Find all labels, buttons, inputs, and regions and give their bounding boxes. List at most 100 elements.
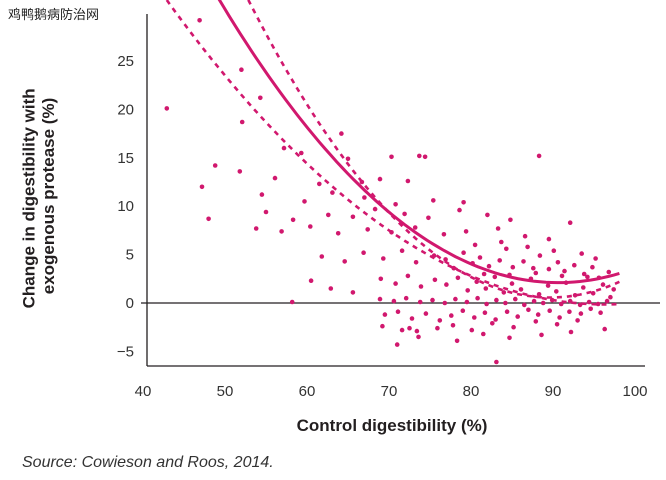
data-point xyxy=(426,215,431,221)
data-point xyxy=(417,153,422,159)
y-axis-label: Change in digestibility with exogenous p… xyxy=(20,84,59,309)
data-point xyxy=(418,284,424,289)
data-point xyxy=(377,176,383,182)
data-point xyxy=(581,271,587,277)
data-point xyxy=(328,286,334,291)
data-point xyxy=(551,248,557,253)
data-point xyxy=(378,276,384,282)
data-point xyxy=(545,283,551,288)
data-point xyxy=(435,325,440,331)
data-point xyxy=(413,260,419,265)
data-point xyxy=(484,301,489,307)
data-point xyxy=(381,256,386,261)
data-point xyxy=(600,282,606,287)
data-point xyxy=(577,302,583,308)
data-point xyxy=(212,163,218,168)
data-point xyxy=(585,274,590,280)
data-point xyxy=(470,261,475,266)
data-point xyxy=(567,220,573,225)
data-points xyxy=(164,18,616,365)
data-point xyxy=(350,214,356,220)
data-point xyxy=(598,310,603,316)
data-point xyxy=(432,277,438,283)
y-tick-label: 0 xyxy=(126,295,134,312)
data-point xyxy=(430,297,435,303)
data-point xyxy=(299,150,304,156)
data-point xyxy=(513,296,518,302)
data-point xyxy=(486,263,492,269)
data-point xyxy=(522,302,527,308)
data-point xyxy=(511,324,516,330)
data-point xyxy=(279,229,284,234)
data-point xyxy=(588,306,593,312)
data-point xyxy=(495,226,501,231)
data-point xyxy=(422,154,428,160)
data-point xyxy=(416,334,421,340)
data-point xyxy=(606,269,612,275)
data-point xyxy=(501,290,507,295)
data-point xyxy=(537,253,543,258)
data-point xyxy=(407,325,412,331)
y-tick-label: −5 xyxy=(117,343,134,360)
data-point xyxy=(453,296,458,302)
data-point xyxy=(567,298,573,304)
data-point xyxy=(389,230,394,235)
data-point xyxy=(525,244,530,250)
data-point xyxy=(549,297,555,303)
data-point xyxy=(465,288,471,293)
data-point xyxy=(546,236,552,242)
data-point xyxy=(474,279,480,285)
x-tick-label: 70 xyxy=(381,383,398,400)
data-point xyxy=(554,322,560,327)
data-point xyxy=(497,258,503,263)
data-point xyxy=(507,272,512,278)
data-point xyxy=(289,299,295,305)
data-point xyxy=(539,332,544,338)
data-point xyxy=(272,175,278,181)
data-point xyxy=(359,179,365,185)
data-point xyxy=(308,278,314,284)
data-point xyxy=(403,295,409,301)
x-axis-label: Control digestibility (%) xyxy=(297,416,488,435)
data-point xyxy=(308,224,313,229)
y-tick-label: 25 xyxy=(117,53,134,70)
x-tick-label: 40 xyxy=(135,383,152,400)
data-point xyxy=(258,95,263,101)
data-point xyxy=(350,290,356,295)
data-point xyxy=(239,67,244,72)
fit-curve xyxy=(217,0,620,285)
data-point xyxy=(563,280,569,286)
y-axis-ticks: −5 0 5 10 15 20 25 xyxy=(117,53,134,360)
data-point xyxy=(372,206,378,212)
data-point xyxy=(263,209,269,215)
data-point xyxy=(559,273,565,279)
x-axis-ticks: 40 50 60 70 80 90 100 xyxy=(135,383,648,400)
scatter-chart: −5 0 5 10 15 20 25 40 50 60 70 80 90 100 Control dig… xyxy=(20,0,660,435)
data-point xyxy=(450,323,456,328)
data-point xyxy=(611,287,616,292)
data-point xyxy=(536,292,542,297)
data-point xyxy=(482,310,488,316)
data-point xyxy=(472,242,478,248)
data-point xyxy=(535,312,541,317)
data-point xyxy=(507,335,512,341)
data-point xyxy=(464,299,470,305)
data-point xyxy=(412,225,418,230)
data-point xyxy=(164,106,170,111)
data-point xyxy=(547,308,552,314)
data-point xyxy=(602,326,607,332)
data-point xyxy=(477,255,483,260)
data-point xyxy=(555,260,561,265)
data-point xyxy=(567,309,572,315)
data-point xyxy=(508,217,513,223)
data-point xyxy=(494,359,499,365)
data-point xyxy=(393,202,398,207)
data-point xyxy=(391,298,397,304)
data-point xyxy=(399,248,405,253)
data-point xyxy=(206,216,211,222)
data-point xyxy=(409,316,415,321)
data-point xyxy=(237,169,243,174)
regression-curves xyxy=(165,0,620,306)
data-point xyxy=(575,318,580,323)
y-tick-label: 20 xyxy=(117,101,134,118)
